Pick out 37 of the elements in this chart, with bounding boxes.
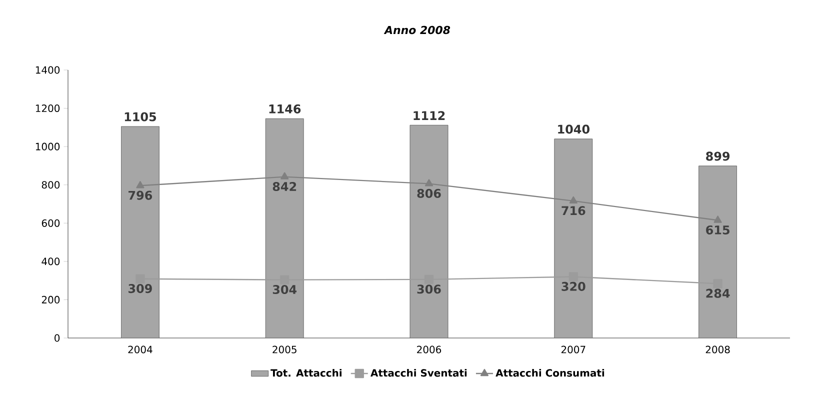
y-tick-label: 400 [42, 258, 60, 266]
x-tick-label: 2005 [272, 346, 296, 354]
point [424, 179, 434, 186]
data-label: 806 [417, 188, 441, 198]
x-tick-label: 2008 [706, 346, 730, 354]
legend-label: Attacchi Sventati [370, 368, 467, 377]
y-tick-label: 200 [42, 296, 60, 304]
point [569, 196, 578, 204]
data-label: 842 [272, 182, 296, 192]
y-tick-label: 0 [54, 334, 60, 342]
x-tick-label: 2006 [417, 346, 442, 354]
data-label: 306 [417, 284, 441, 294]
y-tick-label: 600 [42, 219, 60, 227]
data-label: 899 [706, 152, 730, 161]
data-label: 304 [272, 284, 297, 294]
x-tick-label: 2007 [561, 346, 586, 354]
data-label: 1040 [558, 124, 590, 134]
data-label: 309 [128, 284, 152, 294]
point [714, 216, 722, 223]
x-tick-label: 2004 [128, 346, 152, 354]
data-label: 615 [706, 225, 730, 234]
data-label: 716 [562, 206, 586, 216]
point [136, 181, 144, 188]
data-label: 1105 [124, 112, 156, 122]
data-label: 1146 [269, 104, 301, 114]
data-label: 796 [128, 190, 152, 200]
y-tick-label: 800 [42, 181, 60, 189]
data-label: 1112 [414, 111, 445, 120]
data-label: 284 [706, 288, 730, 298]
y-tick-label: 1000 [36, 142, 60, 150]
data-label: 320 [562, 282, 586, 291]
y-tick-label: 1200 [36, 104, 60, 112]
point [280, 172, 289, 180]
legend-label: Tot. Attacchi [270, 368, 342, 377]
y-tick-label: 1400 [36, 66, 60, 74]
legend-label: Attacchi Consumati [496, 368, 604, 377]
chart-title: Anno 2008 [384, 26, 450, 34]
